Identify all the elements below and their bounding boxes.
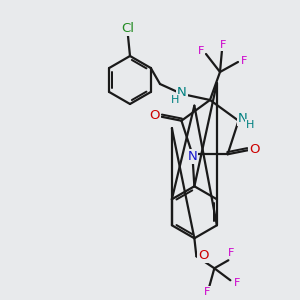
Text: O: O <box>149 109 160 122</box>
Text: F: F <box>220 40 226 50</box>
Text: N: N <box>177 85 187 98</box>
Text: N: N <box>238 112 248 125</box>
Text: F: F <box>234 278 241 288</box>
Text: Cl: Cl <box>122 22 134 34</box>
Text: F: F <box>204 287 211 297</box>
Text: O: O <box>198 249 208 262</box>
Text: N: N <box>188 150 197 163</box>
Text: H: H <box>246 120 255 130</box>
Text: F: F <box>228 248 235 258</box>
Text: F: F <box>198 46 204 56</box>
Text: O: O <box>249 143 260 156</box>
Text: H: H <box>171 95 179 105</box>
Text: F: F <box>241 56 247 66</box>
